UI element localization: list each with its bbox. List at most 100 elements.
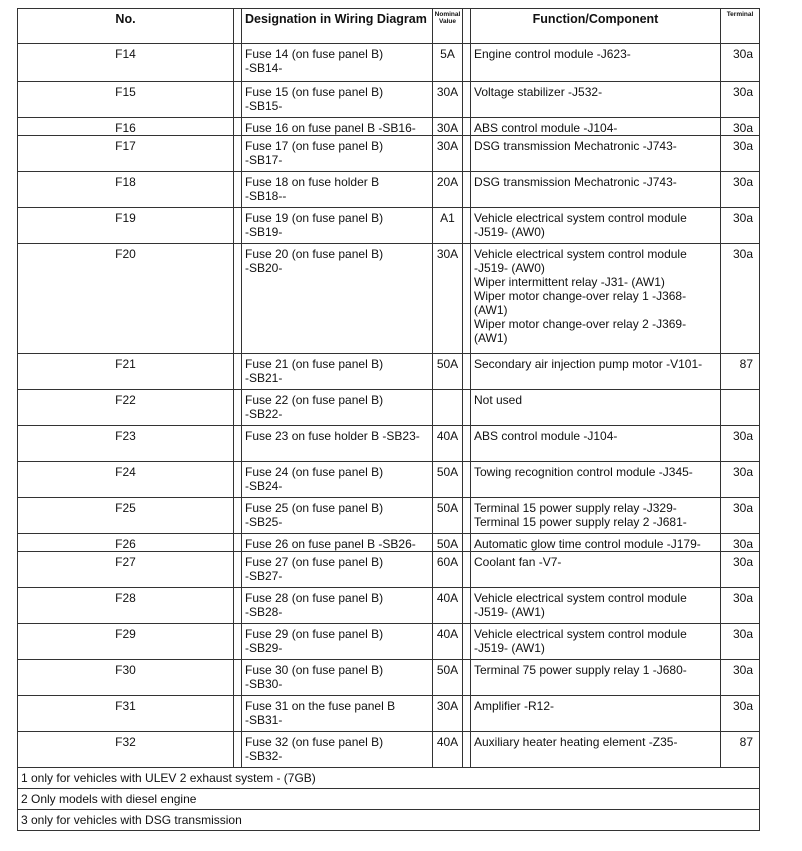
footnote: 1 only for vehicles with ULEV 2 exhaust … — [17, 767, 760, 789]
row-nominal-value: 40A — [432, 425, 463, 462]
row-terminal: 30a — [720, 207, 760, 244]
row-no: F15 — [17, 81, 234, 118]
row-designation: Fuse 17 (on fuse panel B) -SB17- — [241, 135, 433, 172]
row-no: F28 — [17, 587, 234, 624]
row-nominal-value: 40A — [432, 623, 463, 660]
row-no: F20 — [17, 243, 234, 354]
row-function: Vehicle electrical system control module… — [470, 207, 721, 244]
fuse-table: No. Designation in Wiring Diagram Nomina… — [17, 8, 760, 831]
row-terminal: 30a — [720, 243, 760, 354]
row-designation: Fuse 20 (on fuse panel B) -SB20- — [241, 243, 433, 354]
row-terminal: 87 — [720, 353, 760, 390]
row-function: ABS control module -J104- — [470, 117, 721, 136]
row-function: ABS control module -J104- — [470, 425, 721, 462]
row-terminal: 87 — [720, 731, 760, 768]
row-designation: Fuse 18 on fuse holder B -SB18-- — [241, 171, 433, 208]
row-nominal-value: 50A — [432, 497, 463, 534]
row-no: F27 — [17, 551, 234, 588]
table-row: F25 Fuse 25 (on fuse panel B) -SB25- 50A Te… — [17, 497, 760, 534]
row-nominal-value: 50A — [432, 659, 463, 696]
row-designation: Fuse 32 (on fuse panel B) -SB32- — [241, 731, 433, 768]
row-terminal: 30a — [720, 425, 760, 462]
row-designation: Fuse 14 (on fuse panel B) -SB14- — [241, 43, 433, 82]
row-nominal-value: 30A — [432, 135, 463, 172]
row-nominal-value: 20A — [432, 171, 463, 208]
row-designation: Fuse 30 (on fuse panel B) -SB30- — [241, 659, 433, 696]
header-no: No. — [17, 8, 234, 44]
table-row: F21 Fuse 21 (on fuse panel B) -SB21- 50A Se… — [17, 353, 760, 390]
row-designation: Fuse 28 (on fuse panel B) -SB28- — [241, 587, 433, 624]
row-designation: Fuse 26 on fuse panel B -SB26- — [241, 533, 433, 552]
table-row: F31 Fuse 31 on the fuse panel B -SB31- 30A… — [17, 695, 760, 732]
table-row: F32 Fuse 32 (on fuse panel B) -SB32- 40A Au… — [17, 731, 760, 768]
footnote: 3 only for vehicles with DSG transmissio… — [17, 809, 760, 831]
footnote: 2 Only models with diesel engine — [17, 788, 760, 810]
row-function: Amplifier -R12- — [470, 695, 721, 732]
row-terminal: 30a — [720, 551, 760, 588]
row-terminal: 30a — [720, 497, 760, 534]
row-function: Auxiliary heater heating element -Z35- — [470, 731, 721, 768]
row-no: F17 — [17, 135, 234, 172]
row-function: Automatic glow time control module -J179… — [470, 533, 721, 552]
row-nominal-value: 30A — [432, 243, 463, 354]
row-function: DSG transmission Mechatronic -J743- — [470, 171, 721, 208]
row-no: F32 — [17, 731, 234, 768]
table-row: F27 Fuse 27 (on fuse panel B) -SB27- 60A Co… — [17, 551, 760, 588]
row-designation: Fuse 21 (on fuse panel B) -SB21- — [241, 353, 433, 390]
table-row: F17 Fuse 17 (on fuse panel B) -SB17- 30A DS… — [17, 135, 760, 172]
table-row: F24 Fuse 24 (on fuse panel B) -SB24- 50A To… — [17, 461, 760, 498]
table-row: F19 Fuse 19 (on fuse panel B) -SB19- A1 Veh… — [17, 207, 760, 244]
row-no: F16 — [17, 117, 234, 136]
row-nominal-value: 30A — [432, 117, 463, 136]
table-row: F26 Fuse 26 on fuse panel B -SB26- 50A Auto… — [17, 533, 760, 552]
row-function: Not used — [470, 389, 721, 426]
row-nominal-value: 5A — [432, 43, 463, 82]
row-no: F24 — [17, 461, 234, 498]
row-designation: Fuse 24 (on fuse panel B) -SB24- — [241, 461, 433, 498]
row-nominal-value: 50A — [432, 353, 463, 390]
row-designation: Fuse 16 on fuse panel B -SB16- — [241, 117, 433, 136]
row-function: Vehicle electrical system control module… — [470, 243, 721, 354]
row-function: Secondary air injection pump motor -V101… — [470, 353, 721, 390]
row-terminal: 30a — [720, 695, 760, 732]
table-row: F16 Fuse 16 on fuse panel B -SB16- 30A ABS … — [17, 117, 760, 136]
row-terminal: 30a — [720, 117, 760, 136]
row-terminal: 30a — [720, 533, 760, 552]
row-nominal-value: 40A — [432, 587, 463, 624]
table-row: F15 Fuse 15 (on fuse panel B) -SB15- 30A Vo… — [17, 81, 760, 118]
row-function: DSG transmission Mechatronic -J743- — [470, 135, 721, 172]
header-function: Function/Component — [470, 8, 721, 44]
table-row: F18 Fuse 18 on fuse holder B -SB18-- 20A DS… — [17, 171, 760, 208]
row-designation: Fuse 23 on fuse holder B -SB23- — [241, 425, 433, 462]
header-nominal-value: Nominal Value — [432, 8, 463, 44]
row-terminal: 30a — [720, 43, 760, 82]
row-designation: Fuse 15 (on fuse panel B) -SB15- — [241, 81, 433, 118]
row-function: Terminal 15 power supply relay -J329- Te… — [470, 497, 721, 534]
row-terminal: 30a — [720, 623, 760, 660]
row-nominal-value: 40A — [432, 731, 463, 768]
row-terminal: 30a — [720, 587, 760, 624]
row-nominal-value: 50A — [432, 533, 463, 552]
row-no: F22 — [17, 389, 234, 426]
row-function: Terminal 75 power supply relay 1 -J680- — [470, 659, 721, 696]
row-nominal-value: A1 — [432, 207, 463, 244]
row-nominal-value: 50A — [432, 461, 463, 498]
table-row: F29 Fuse 29 (on fuse panel B) -SB29- 40A Ve… — [17, 623, 760, 660]
table-header: No. Designation in Wiring Diagram Nomina… — [17, 8, 760, 44]
row-nominal-value: 60A — [432, 551, 463, 588]
row-function: Voltage stabilizer -J532- — [470, 81, 721, 118]
row-no: F18 — [17, 171, 234, 208]
row-no: F14 — [17, 43, 234, 82]
row-no: F21 — [17, 353, 234, 390]
row-function: Vehicle electrical system control module… — [470, 623, 721, 660]
table-row: F30 Fuse 30 (on fuse panel B) -SB30- 50A Te… — [17, 659, 760, 696]
header-terminal: Terminal — [720, 8, 760, 44]
row-function: Engine control module -J623- — [470, 43, 721, 82]
row-designation: Fuse 25 (on fuse panel B) -SB25- — [241, 497, 433, 534]
row-no: F26 — [17, 533, 234, 552]
table-row: F22 Fuse 22 (on fuse panel B) -SB22- Not u… — [17, 389, 760, 426]
header-designation: Designation in Wiring Diagram — [241, 8, 433, 44]
table-row: F28 Fuse 28 (on fuse panel B) -SB28- 40A Ve… — [17, 587, 760, 624]
row-nominal-value: 30A — [432, 695, 463, 732]
row-terminal: 30a — [720, 659, 760, 696]
